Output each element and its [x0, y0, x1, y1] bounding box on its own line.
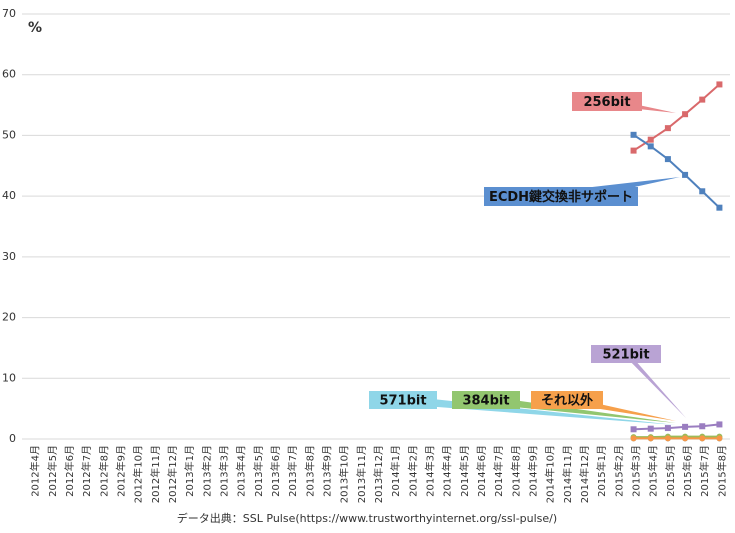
data-point [647, 425, 654, 432]
data-point [630, 435, 637, 442]
y-tick-label: 0 [9, 432, 16, 445]
callout-box [369, 391, 437, 409]
data-point [699, 423, 706, 430]
x-tick-label: 2013年12月 [372, 445, 385, 503]
x-tick-label: 2014年3月 [424, 445, 437, 497]
x-tick-label: 2015年8月 [715, 445, 728, 497]
data-point [716, 81, 723, 88]
callout-box [484, 187, 638, 206]
x-tick-label: 2014年10月 [544, 445, 557, 503]
x-tick-label: 2012年6月 [63, 445, 76, 497]
x-tick-label: 2012年7月 [80, 445, 93, 497]
y-tick-label: 50 [2, 128, 16, 141]
series-line [633, 423, 720, 431]
x-tick-label: 2013年6月 [269, 445, 282, 497]
x-tick-label: 2013年3月 [217, 445, 230, 497]
data-point [630, 147, 637, 154]
data-point [664, 425, 671, 432]
callout-label: 384bit [462, 394, 509, 409]
data-point [647, 435, 654, 442]
x-tick-label: 2015年5月 [664, 445, 677, 497]
y-tick-label: 40 [2, 189, 16, 202]
x-tick-label: 2012年12月 [166, 445, 179, 503]
x-tick-label: 2013年8月 [303, 445, 316, 497]
data-point [716, 435, 723, 442]
data-point [647, 136, 654, 143]
x-tick-label: 2013年9月 [320, 445, 333, 497]
callout-box [591, 345, 661, 363]
source-note: データ出典：SSL Pulse(https://www.trustworthyi… [177, 511, 557, 525]
x-tick-label: 2014年11月 [561, 445, 574, 503]
x-tick-label: 2014年12月 [578, 445, 591, 503]
x-tick-label: 2014年9月 [527, 445, 540, 497]
callout-label: それ以外 [541, 393, 593, 409]
data-point [630, 131, 637, 138]
callout-box [531, 391, 603, 409]
x-tick-label: 2014年2月 [406, 445, 419, 497]
x-tick-label: 2015年6月 [681, 445, 694, 497]
y-tick-label: 70 [2, 7, 16, 20]
x-tick-label: 2014年6月 [475, 445, 488, 497]
data-point [699, 96, 706, 103]
x-tick-label: 2014年5月 [458, 445, 471, 497]
x-tick-label: 2014年8月 [509, 445, 522, 497]
x-tick-label: 2012年10月 [132, 445, 145, 503]
y-tick-label: 30 [2, 250, 16, 263]
callout-box [572, 92, 642, 111]
x-tick-label: 2015年1月 [595, 445, 608, 497]
x-tick-label: 2015年2月 [612, 445, 625, 497]
data-point [682, 435, 689, 442]
x-tick-label: 2012年5月 [46, 445, 59, 497]
data-point [682, 171, 689, 178]
x-tick-label: 2013年2月 [200, 445, 213, 497]
x-tick-label: 2012年9月 [114, 445, 127, 497]
data-point [664, 125, 671, 132]
data-point [699, 188, 706, 195]
x-tick-label: 2013年7月 [286, 445, 299, 497]
x-tick-label: 2013年1月 [183, 445, 196, 497]
callout-box [452, 391, 520, 409]
callout-label: 256bit [583, 95, 630, 110]
data-point [664, 435, 671, 442]
series-line [633, 83, 721, 152]
data-point [699, 435, 706, 442]
x-tick-label: 2014年7月 [492, 445, 505, 497]
x-tick-label: 2015年4月 [647, 445, 660, 497]
callout-label: 571bit [379, 394, 426, 409]
x-tick-label: 2013年11月 [355, 445, 368, 503]
y-tick-label: 60 [2, 68, 16, 81]
y-tick-label: 20 [2, 311, 16, 324]
data-point [716, 421, 723, 428]
x-tick-label: 2012年11月 [149, 445, 162, 503]
callout-label: ECDH鍵交換非サポート [489, 189, 633, 205]
x-tick-label: 2014年1月 [389, 445, 402, 497]
x-tick-label: 2013年4月 [235, 445, 248, 497]
x-tick-label: 2013年10月 [338, 445, 351, 503]
x-tick-label: 2012年8月 [97, 445, 110, 497]
series-line [633, 133, 721, 209]
x-tick-label: 2014年4月 [441, 445, 454, 497]
data-point [664, 156, 671, 163]
x-tick-label: 2015年7月 [698, 445, 711, 497]
y-axis-label: % [28, 20, 42, 36]
data-point [682, 111, 689, 118]
series-line [633, 435, 720, 439]
x-tick-label: 2013年5月 [252, 445, 265, 497]
y-tick-label: 10 [2, 371, 16, 384]
x-tick-label: 2015年3月 [630, 445, 643, 497]
data-point [682, 423, 689, 430]
callout-label: 521bit [602, 348, 649, 363]
data-point [647, 143, 654, 150]
data-point [716, 204, 723, 211]
data-point [630, 426, 637, 433]
callout-pointer [618, 349, 686, 418]
x-tick-label: 2012年4月 [29, 445, 42, 497]
